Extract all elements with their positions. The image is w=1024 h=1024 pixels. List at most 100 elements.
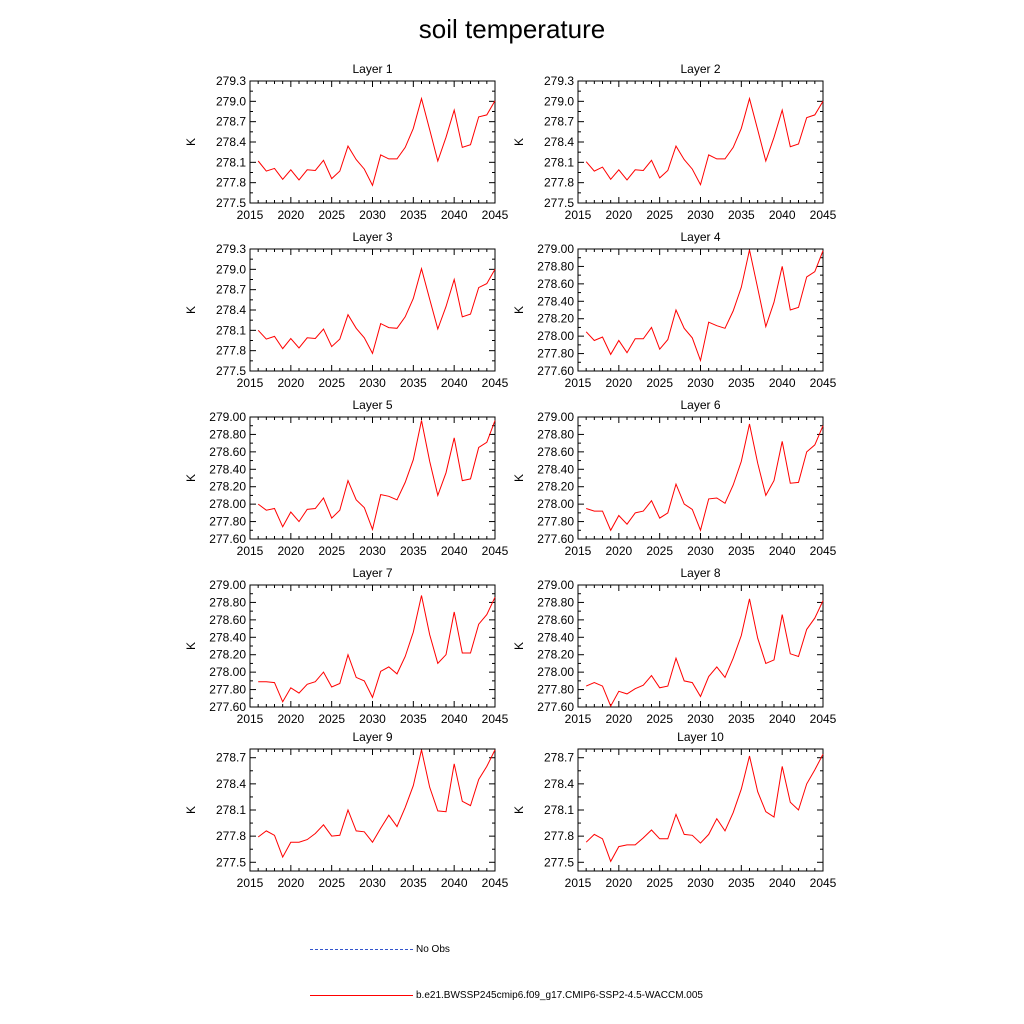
y-tick-label: 278.80 xyxy=(537,259,574,273)
panel-3: Layer 3 K 2015 2020 2025 2030 2035 2040 2045 277.… xyxy=(184,230,509,390)
x-tick-label: 2040 xyxy=(441,208,468,222)
y-tick-label: 277.80 xyxy=(537,683,574,697)
x-tick-label: 2020 xyxy=(605,544,632,558)
panel-title: Layer 8 xyxy=(680,566,720,580)
y-tick-label: 278.7 xyxy=(216,283,246,297)
y-tick-label: 278.60 xyxy=(537,277,574,291)
y-tick-label: 278.80 xyxy=(537,427,574,441)
x-tick-label: 2015 xyxy=(237,208,264,222)
series-line xyxy=(585,249,824,363)
y-tick-label: 278.1 xyxy=(544,803,574,817)
x-tick-label: 2015 xyxy=(237,376,264,390)
panel-1: Layer 1 K 2015 2020 2025 2030 2035 2040 2045 277.… xyxy=(184,62,509,222)
x-tick-label: 2020 xyxy=(277,376,304,390)
x-tick-label: 2045 xyxy=(810,712,837,726)
x-tick-label: 2045 xyxy=(482,208,509,222)
x-tick-label: 2025 xyxy=(318,712,345,726)
x-tick-label: 2030 xyxy=(687,876,714,890)
y-axis-label: K xyxy=(512,806,526,814)
y-tick-label: 278.4 xyxy=(216,777,246,791)
y-axis-label: K xyxy=(184,306,198,314)
y-tick-label: 277.8 xyxy=(216,344,246,358)
series-line xyxy=(586,598,824,708)
legend-obs: No Obs xyxy=(310,944,450,955)
x-tick-label: 2015 xyxy=(565,208,592,222)
series-line xyxy=(585,753,824,863)
x-tick-label: 2045 xyxy=(482,376,509,390)
x-tick-label: 2020 xyxy=(277,712,304,726)
y-tick-label: 277.5 xyxy=(544,855,574,869)
y-tick-label: 277.8 xyxy=(216,829,246,843)
y-tick-label: 278.7 xyxy=(216,751,246,765)
y-tick-label: 277.80 xyxy=(537,347,574,361)
y-tick-label: 277.5 xyxy=(216,855,246,869)
series-line xyxy=(585,96,824,187)
y-tick-label: 277.8 xyxy=(216,176,246,190)
x-tick-label: 2045 xyxy=(482,876,509,890)
series-line xyxy=(586,423,824,532)
y-tick-label: 277.5 xyxy=(544,196,574,210)
y-tick-label: 277.60 xyxy=(209,700,246,714)
legend-model: b.e21.BWSSP245cmip6.f09_g17.CMIP6-SSP2-4… xyxy=(310,990,703,1001)
y-axis-label: K xyxy=(184,138,198,146)
y-tick-label: 277.60 xyxy=(537,532,574,546)
x-tick-label: 2040 xyxy=(441,544,468,558)
x-tick-label: 2040 xyxy=(769,376,796,390)
y-tick-label: 278.40 xyxy=(537,294,574,308)
y-tick-label: 277.8 xyxy=(544,829,574,843)
y-tick-label: 278.80 xyxy=(537,595,574,609)
plot-frame xyxy=(577,748,824,872)
x-tick-label: 2035 xyxy=(728,712,755,726)
x-tick-label: 2030 xyxy=(687,712,714,726)
x-tick-label: 2045 xyxy=(810,208,837,222)
x-tick-label: 2020 xyxy=(605,208,632,222)
panel-9: Layer 9 K 2015 2020 2025 2030 2035 2040 2045 277.… xyxy=(184,730,509,890)
y-tick-label: 278.4 xyxy=(544,135,574,149)
y-tick-label: 278.20 xyxy=(537,480,574,494)
x-tick-label: 2020 xyxy=(605,712,632,726)
panel-title: Layer 10 xyxy=(677,730,724,744)
y-tick-label: 279.00 xyxy=(209,578,246,592)
y-tick-label: 279.0 xyxy=(216,262,246,276)
y-tick-label: 278.00 xyxy=(537,329,574,343)
x-tick-label: 2030 xyxy=(687,544,714,558)
y-tick-label: 278.60 xyxy=(537,445,574,459)
panel-title: Layer 7 xyxy=(352,566,392,580)
y-tick-label: 277.60 xyxy=(537,700,574,714)
legend-model-swatch xyxy=(310,995,413,996)
y-tick-label: 278.20 xyxy=(209,480,246,494)
y-tick-label: 278.00 xyxy=(209,497,246,511)
panel-6: Layer 6 K 2015 2020 2025 2030 2035 2040 2045 277.… xyxy=(512,398,837,558)
y-tick-label: 278.80 xyxy=(209,427,246,441)
x-tick-label: 2025 xyxy=(646,876,673,890)
plot-frame xyxy=(577,248,824,372)
plot-frame xyxy=(249,416,496,540)
panel-title: Layer 4 xyxy=(680,230,720,244)
y-tick-label: 277.8 xyxy=(544,176,574,190)
y-tick-label: 278.1 xyxy=(216,323,246,337)
x-tick-label: 2045 xyxy=(482,712,509,726)
legend-obs-swatch xyxy=(310,949,413,950)
y-axis-label: K xyxy=(184,474,198,482)
plot-frame xyxy=(249,748,496,872)
y-axis-label: K xyxy=(512,642,526,650)
x-tick-label: 2035 xyxy=(728,876,755,890)
plot-frame xyxy=(249,584,496,708)
series-line xyxy=(258,595,496,703)
y-tick-label: 278.1 xyxy=(216,155,246,169)
y-tick-label: 278.7 xyxy=(216,115,246,129)
x-tick-label: 2035 xyxy=(728,208,755,222)
y-tick-label: 279.0 xyxy=(544,94,574,108)
x-tick-label: 2045 xyxy=(810,376,837,390)
panel-2: Layer 2 K 2015 2020 2025 2030 2035 2040 2045 277.… xyxy=(512,62,837,222)
y-tick-label: 278.40 xyxy=(537,462,574,476)
y-tick-label: 277.80 xyxy=(209,683,246,697)
x-tick-label: 2035 xyxy=(400,876,427,890)
x-tick-label: 2020 xyxy=(277,208,304,222)
x-tick-label: 2025 xyxy=(318,876,345,890)
x-tick-label: 2030 xyxy=(687,376,714,390)
figure-title: soil temperature xyxy=(418,14,606,44)
panel-5: Layer 5 K 2015 2020 2025 2030 2035 2040 2045 277.… xyxy=(184,398,509,558)
x-tick-label: 2030 xyxy=(359,376,386,390)
